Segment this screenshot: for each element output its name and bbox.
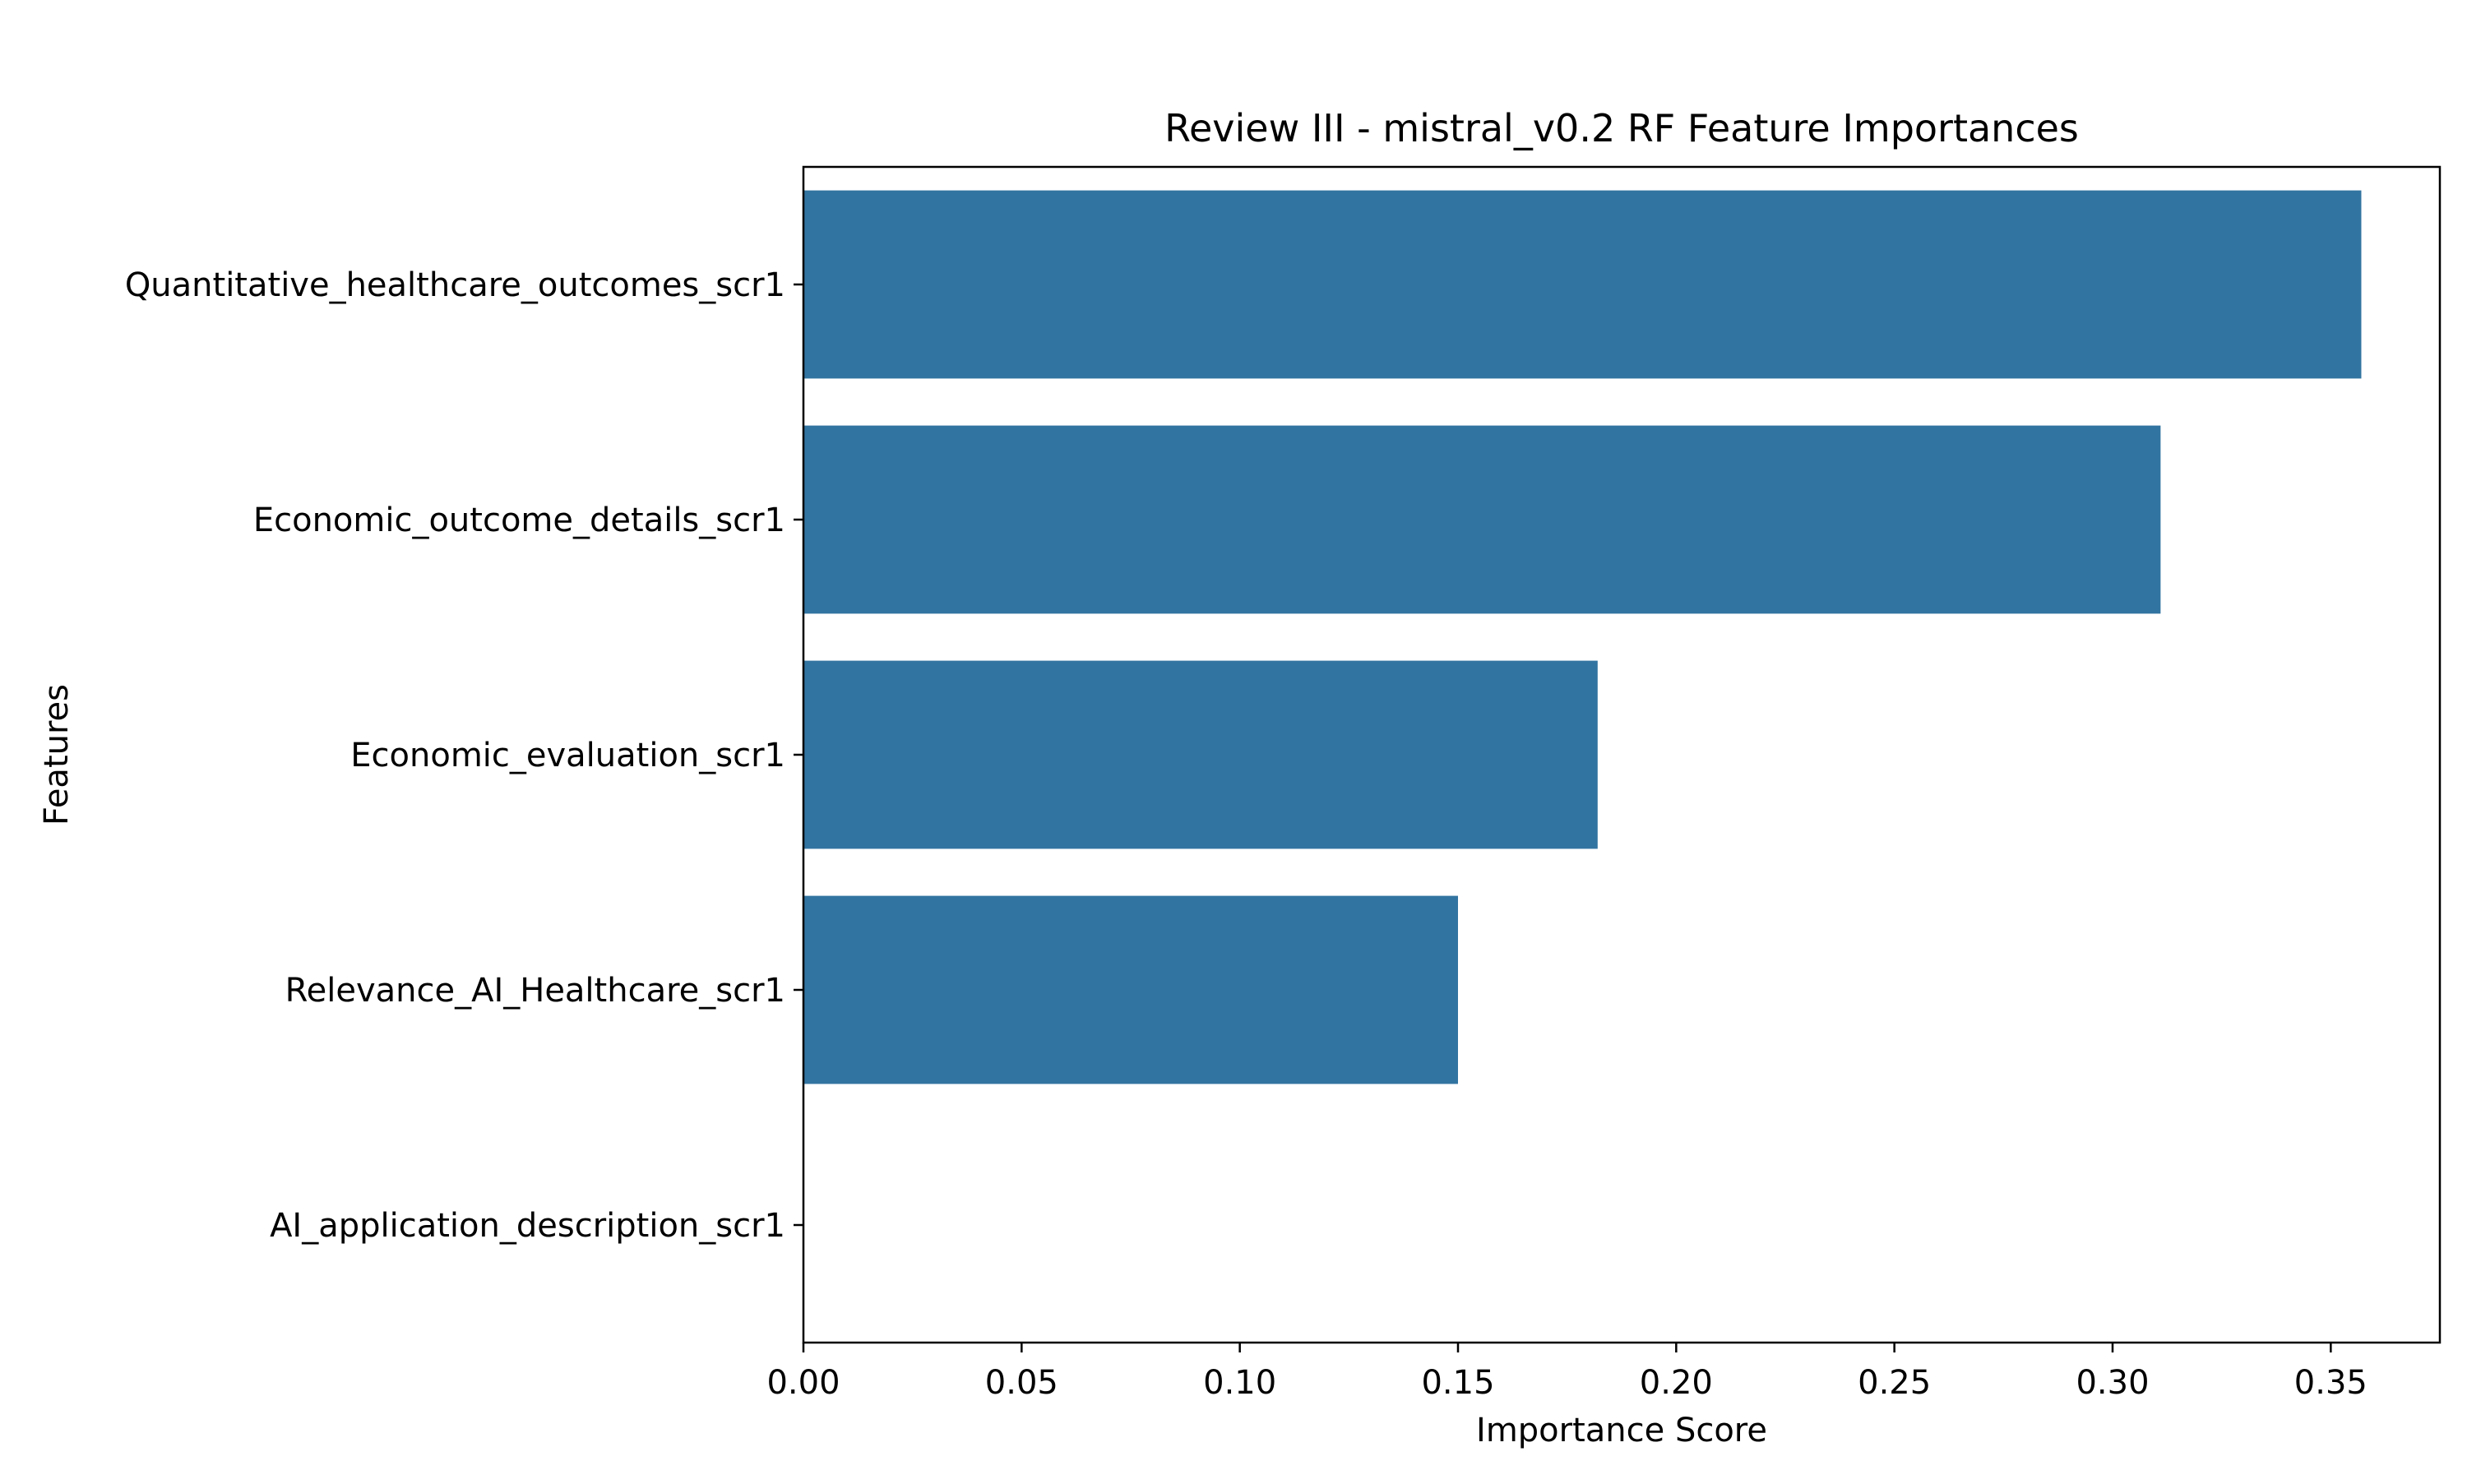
x-tick-label: 0.20 (1640, 1364, 1713, 1402)
y-tick-label: AI_application_description_scr1 (270, 1207, 785, 1245)
x-axis-label: Importance Score (1476, 1412, 1767, 1449)
y-tick-label: Relevance_AI_Healthcare_scr1 (285, 972, 785, 1010)
x-tick-label: 0.05 (985, 1364, 1058, 1402)
bars-layer (803, 190, 2362, 1084)
x-tick-label: 0.25 (1858, 1364, 1931, 1402)
plot-frame (802, 165, 2442, 1344)
y-axis-label: Features (38, 684, 76, 825)
x-tick-label: 0.00 (766, 1364, 840, 1402)
x-tick-label: 0.30 (2076, 1364, 2149, 1402)
bar-Economic_outcome_details_scr1 (803, 425, 2161, 614)
bar-Relevance_AI_Healthcare_scr1 (803, 895, 1458, 1084)
y-tick-label: Economic_outcome_details_scr1 (253, 502, 785, 539)
x-tick-label: 0.35 (2294, 1364, 2367, 1402)
x-tick-label: 0.10 (1203, 1364, 1276, 1402)
y-tick-label: Quantitative_healthcare_outcomes_scr1 (125, 266, 785, 304)
x-axis-ticks: 0.00 0.05 0.10 0.15 0.20 0.25 0.30 0.35 (766, 1343, 2367, 1402)
chart-title: Review III - mistral_v0.2 RF Feature Imp… (1164, 106, 2079, 150)
bar-Economic_evaluation_scr1 (803, 660, 1598, 849)
x-tick-label: 0.15 (1421, 1364, 1494, 1402)
bar-Quantitative_healthcare_outcomes_scr1 (803, 190, 2362, 379)
y-axis-ticks: Quantitative_healthcare_outcomes_scr1 Eco… (125, 266, 803, 1245)
y-tick-label: Economic_evaluation_scr1 (350, 737, 785, 774)
